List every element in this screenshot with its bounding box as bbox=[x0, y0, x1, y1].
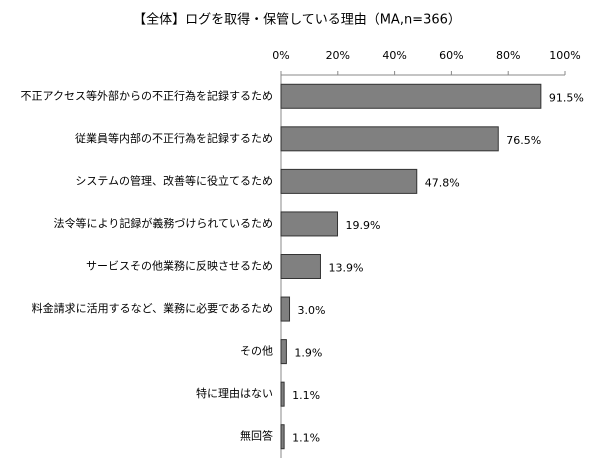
data-label: 76.5% bbox=[506, 134, 541, 147]
y-tick-label: 法令等により記録が義務づけられているため bbox=[54, 216, 273, 230]
bar bbox=[280, 381, 285, 407]
y-tick-label: 不正アクセス等外部からの不正行為を記録するため bbox=[21, 88, 273, 102]
data-label: 1.9% bbox=[294, 347, 322, 360]
bar bbox=[280, 126, 499, 152]
bar bbox=[280, 296, 291, 322]
bar bbox=[280, 424, 285, 450]
bar bbox=[280, 168, 418, 194]
x-tick-label: 20% bbox=[326, 49, 350, 62]
data-label: 91.5% bbox=[549, 91, 584, 104]
y-tick-label: その他 bbox=[240, 345, 273, 358]
x-tick-label: 80% bbox=[496, 49, 520, 62]
chart-title: 【全体】ログを取得・保管している理由（MA,n=366） bbox=[133, 12, 461, 28]
bar bbox=[280, 339, 287, 365]
y-tick-label: 特に理由はない bbox=[196, 386, 273, 400]
data-label: 19.9% bbox=[346, 219, 381, 232]
y-tick-label: 無回答 bbox=[240, 429, 273, 443]
y-tick-label: 料金請求に活用するなど、業務に必要であるため bbox=[32, 301, 273, 315]
data-label: 13.9% bbox=[328, 262, 363, 275]
y-tick-label: システムの管理、改善等に役立てるため bbox=[75, 173, 273, 187]
bar bbox=[280, 254, 321, 279]
x-tick-label: 100% bbox=[549, 49, 580, 62]
data-label: 3.0% bbox=[298, 304, 326, 317]
x-tick-label: 60% bbox=[439, 49, 463, 62]
data-label: 1.1% bbox=[292, 389, 320, 402]
x-tick-label: 40% bbox=[382, 49, 406, 62]
bar bbox=[280, 83, 542, 109]
bar bbox=[280, 211, 339, 237]
y-tick-label: サービスその他業務に反映させるため bbox=[86, 259, 273, 273]
y-tick-label: 従業員等内部の不正行為を記録するため bbox=[75, 131, 273, 145]
data-label: 47.8% bbox=[425, 176, 460, 189]
data-label: 1.1% bbox=[292, 432, 320, 445]
x-tick-label: 0% bbox=[272, 49, 289, 62]
